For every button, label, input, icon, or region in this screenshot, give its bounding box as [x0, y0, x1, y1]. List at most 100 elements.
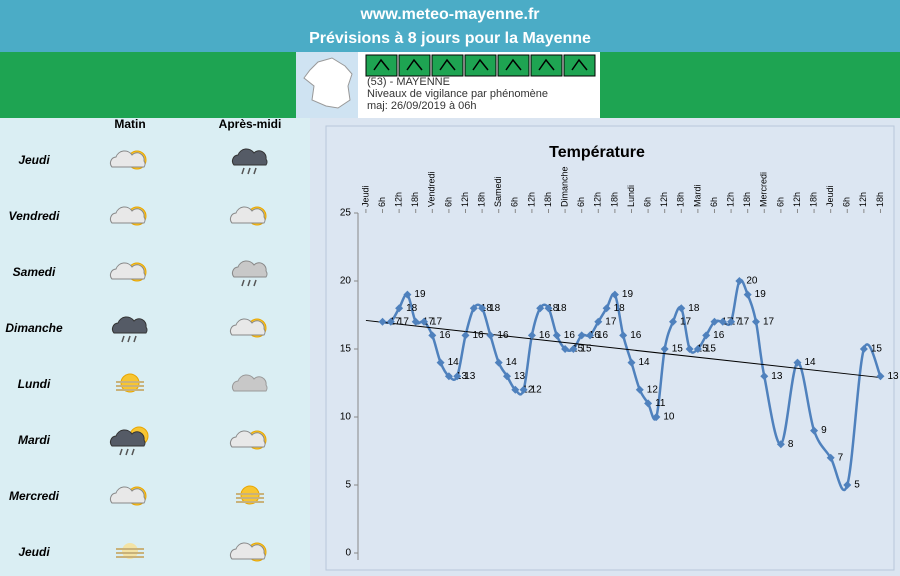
rain-drop — [247, 279, 251, 287]
cloud — [109, 429, 146, 447]
point — [444, 372, 453, 381]
x-tick-label: Mardi — [692, 184, 702, 207]
point — [693, 345, 702, 353]
point — [793, 358, 802, 367]
data-label: 11 — [655, 398, 666, 409]
data-label: 15 — [705, 344, 717, 355]
data-label: 15 — [672, 344, 684, 355]
point — [478, 304, 487, 313]
day-label: Mercredi — [9, 489, 60, 503]
point — [826, 453, 835, 462]
data-label: 14 — [506, 357, 518, 368]
point — [685, 345, 694, 353]
data-label: 18 — [406, 303, 418, 314]
x-tick-label: 6h — [510, 197, 520, 207]
cloud — [229, 542, 266, 560]
point — [735, 277, 744, 285]
data-label: 16 — [589, 330, 601, 341]
forecast-panel — [0, 118, 310, 576]
day-label: Mardi — [18, 433, 51, 447]
point — [503, 372, 512, 381]
data-label: 18 — [481, 303, 493, 314]
data-label: 16 — [630, 330, 642, 341]
point — [710, 317, 719, 326]
chart-title: Température — [549, 144, 645, 161]
data-label: 17 — [431, 316, 443, 327]
data-label: 17 — [738, 316, 750, 327]
x-tick-label: 12h — [858, 192, 868, 207]
site[interactable]: www.meteo-mayenne.fr — [359, 6, 539, 23]
point — [428, 331, 437, 340]
data-label: 20 — [746, 276, 758, 287]
weather-icon — [231, 374, 268, 392]
data-label: 17 — [730, 316, 742, 327]
weather-icon — [229, 430, 267, 450]
data-label: 9 — [821, 425, 827, 436]
x-tick-label: Mercredi — [759, 172, 769, 207]
data-label: 14 — [448, 357, 460, 368]
point — [536, 304, 545, 313]
x-tick-label: 12h — [725, 192, 735, 207]
point — [577, 331, 586, 340]
cloud — [231, 374, 268, 392]
point — [702, 331, 711, 340]
data-label: 17 — [605, 316, 617, 327]
day-label: Lundi — [18, 377, 51, 391]
point — [619, 331, 628, 340]
x-tick-label: 12h — [659, 192, 669, 207]
data-label: 16 — [564, 330, 576, 341]
vigilance-updated: maj: 26/09/2019 à 06h — [367, 100, 476, 112]
x-tick-label: Jeudi — [825, 185, 835, 207]
point — [668, 317, 677, 326]
x-tick-label: 18h — [609, 192, 619, 207]
point — [810, 426, 819, 435]
weather-icon — [229, 542, 267, 562]
cloud — [231, 148, 268, 166]
data-label: 18 — [489, 303, 501, 314]
page-title: Prévisions à 8 jours pour la Mayenne — [309, 30, 591, 47]
data-label: 16 — [539, 330, 551, 341]
point — [544, 304, 553, 313]
cloud — [109, 150, 146, 168]
point — [602, 304, 611, 313]
data-label: 12 — [531, 384, 543, 395]
x-tick-label: 18h — [742, 192, 752, 207]
weather-icon — [109, 486, 147, 506]
data-label: 15 — [871, 344, 883, 355]
x-tick-label: 18h — [476, 192, 486, 207]
x-tick-label: 12h — [526, 192, 536, 207]
rain-drop — [133, 335, 137, 343]
weather-icon — [231, 260, 268, 287]
point — [511, 385, 520, 394]
x-tick-label: 6h — [377, 197, 387, 207]
x-tick-label: Lundi — [626, 185, 636, 207]
france-map — [303, 57, 353, 109]
rain-drop — [125, 448, 129, 456]
x-tick-label: 6h — [642, 197, 652, 207]
x-tick-label: 12h — [593, 192, 603, 207]
data-label: 16 — [713, 330, 725, 341]
point — [610, 290, 619, 299]
point — [411, 317, 420, 326]
x-tick-label: Vendredi — [427, 171, 437, 207]
point — [760, 372, 769, 381]
vigilance-glyph — [571, 58, 588, 71]
data-label: 14 — [804, 357, 816, 368]
weather-icon — [229, 206, 267, 226]
day-label: Samedi — [13, 265, 56, 279]
cloud — [231, 260, 268, 278]
point — [527, 331, 536, 340]
data-label: 19 — [414, 289, 426, 300]
point — [569, 345, 578, 353]
data-label: 13 — [456, 371, 468, 382]
data-label: 16 — [597, 330, 609, 341]
weather-icon — [109, 150, 147, 170]
data-label: 7 — [838, 452, 844, 463]
point — [486, 331, 495, 340]
point — [395, 304, 404, 313]
vigilance-glyph — [373, 58, 390, 71]
rain-drop — [119, 448, 123, 456]
data-label: 18 — [555, 303, 567, 314]
x-tick-label: 6h — [775, 197, 785, 207]
weather-icon — [111, 316, 148, 343]
